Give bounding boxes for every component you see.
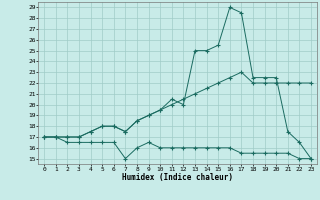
X-axis label: Humidex (Indice chaleur): Humidex (Indice chaleur) xyxy=(122,173,233,182)
